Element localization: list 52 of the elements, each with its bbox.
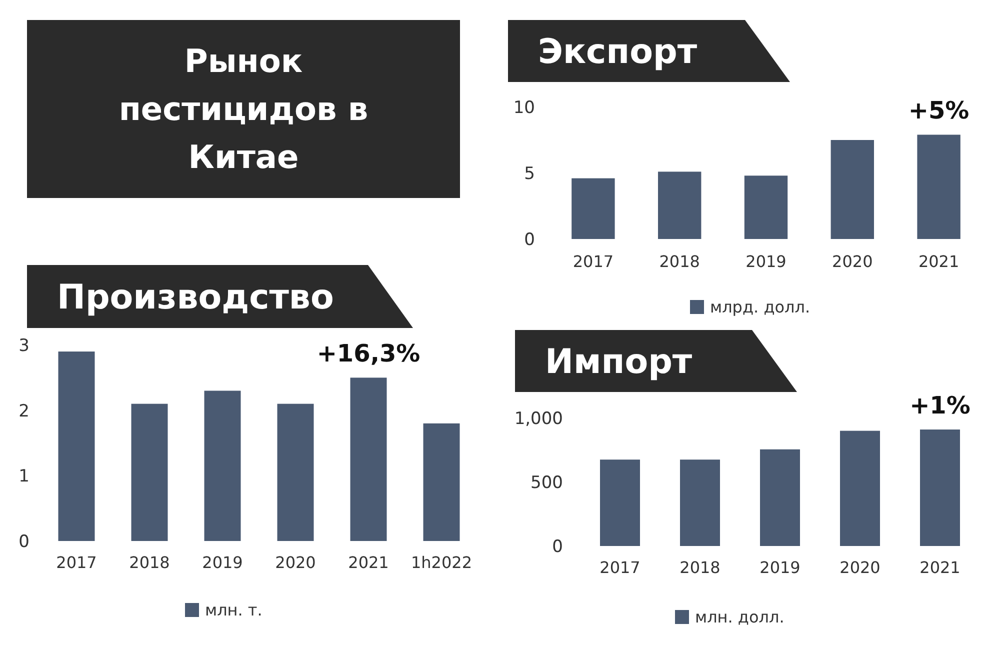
annotation: +1% [910, 392, 970, 420]
bar [744, 176, 788, 239]
y-tick-label: 1,000 [514, 408, 563, 429]
x-tick-label: 2019 [760, 558, 800, 577]
bar [830, 140, 874, 239]
legend-label: млн. долл. [695, 608, 784, 627]
y-tick-label: 500 [530, 472, 563, 493]
x-tick-label: 2018 [680, 558, 720, 577]
bar [658, 172, 702, 239]
x-tick-label: 2020 [840, 558, 880, 577]
bar [277, 404, 314, 541]
y-tick-label: 10 [513, 98, 535, 118]
x-tick-label: 1h2022 [410, 553, 472, 572]
legend-label: млрд. долл. [710, 298, 810, 317]
x-tick-label: 2021 [348, 553, 389, 572]
x-tick-label: 2017 [600, 558, 640, 577]
x-tick-label: 2018 [129, 553, 170, 572]
bar [131, 404, 168, 541]
y-tick-label: 1 [18, 466, 30, 487]
x-tick-label: 2018 [659, 252, 700, 271]
annotation: +5% [908, 96, 970, 125]
bar [840, 430, 880, 546]
chart-title: Производство [57, 278, 334, 318]
x-tick-label: 2020 [832, 252, 873, 271]
text: Рынок пестицидов в Китае [118, 42, 368, 176]
bar [572, 178, 615, 239]
chart-title: Импорт [545, 342, 692, 382]
bar [423, 423, 460, 541]
x-tick-label: 2019 [202, 553, 243, 572]
y-tick-label: 2 [18, 401, 30, 422]
bar [760, 449, 800, 546]
y-tick-label: 0 [552, 536, 563, 557]
y-tick-label: 0 [524, 230, 535, 250]
y-tick-label: 5 [524, 164, 535, 184]
x-tick-label: 2017 [572, 252, 614, 271]
x-tick-label: 2017 [56, 553, 97, 572]
bar [917, 134, 960, 239]
x-tick-label: 2020 [275, 553, 316, 572]
annotation: +16,3% [316, 340, 420, 368]
legend-label: млн. т. [205, 600, 262, 620]
x-tick-label: 2021 [918, 252, 960, 271]
x-tick-label: 2021 [920, 558, 960, 577]
x-tick-label: 2019 [746, 252, 786, 271]
y-tick-label: 0 [18, 532, 30, 552]
bar [680, 460, 720, 546]
bar [600, 460, 640, 546]
bar [920, 430, 960, 546]
bar [204, 390, 241, 541]
chart-title: Экспорт [538, 32, 698, 72]
y-tick-label: 3 [18, 336, 30, 356]
bar [350, 378, 387, 541]
bar [58, 352, 95, 541]
